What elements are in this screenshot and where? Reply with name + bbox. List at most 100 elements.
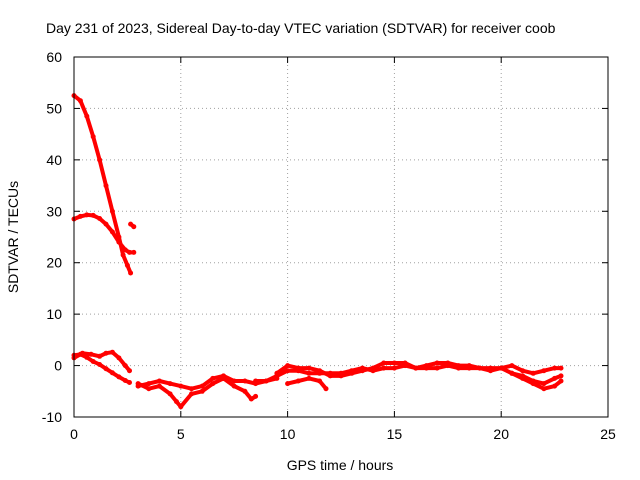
data-point (122, 247, 128, 253)
y-tick-label: 0 (54, 358, 62, 374)
data-point (90, 359, 96, 364)
data-point (156, 378, 162, 384)
data-point (231, 378, 237, 384)
data-point (109, 349, 115, 355)
data-point (109, 208, 115, 214)
data-point (558, 373, 564, 379)
data-point (77, 98, 83, 104)
data-point (178, 383, 184, 389)
data-point (242, 378, 248, 384)
data-point (146, 386, 152, 392)
data-point (167, 391, 173, 397)
data-point (77, 213, 83, 219)
data-point (520, 375, 526, 381)
data-point (445, 360, 451, 366)
data-point (84, 212, 90, 218)
data-point (552, 365, 558, 371)
x-tick-label: 0 (70, 426, 78, 442)
data-point (103, 221, 109, 227)
y-tick-label: 20 (46, 255, 62, 271)
data-point (84, 113, 90, 119)
data-point (381, 360, 387, 366)
y-tick-label: 10 (46, 306, 62, 322)
data-point (109, 370, 115, 376)
data-point (174, 399, 179, 405)
x-tick-label: 20 (493, 426, 509, 442)
x-tick-label: 15 (387, 426, 403, 442)
data-point (135, 383, 141, 389)
data-point (317, 378, 323, 384)
plot-frame (73, 56, 609, 418)
x-tick-label: 25 (600, 426, 616, 442)
data-point (221, 373, 226, 379)
data-point (189, 386, 194, 392)
y-tick-label: -10 (42, 409, 62, 425)
data-point (242, 388, 248, 394)
data-point (210, 381, 216, 387)
data-point (317, 368, 323, 374)
data-point (90, 212, 96, 218)
data-point (80, 350, 85, 356)
data-point (466, 363, 472, 369)
data-point (488, 365, 493, 371)
data-point (248, 396, 254, 402)
data-point (124, 262, 130, 268)
data-point (558, 378, 564, 384)
data-point (306, 365, 312, 371)
chart-title: Day 231 of 2023, Sidereal Day-to-day VTE… (46, 20, 556, 36)
data-point (509, 370, 515, 376)
data-point (128, 270, 134, 276)
data-point (541, 368, 547, 374)
data-point (434, 360, 440, 366)
data-point (498, 365, 504, 371)
data-point (103, 183, 109, 189)
data-point (530, 381, 536, 387)
data-series (71, 93, 564, 410)
data-point (178, 404, 184, 410)
data-point (231, 383, 237, 389)
data-point (253, 393, 259, 399)
data-point (90, 134, 96, 140)
data-point (306, 370, 312, 376)
data-point (520, 368, 526, 374)
data-point (349, 370, 355, 376)
data-point (88, 351, 94, 357)
data-point (274, 370, 280, 376)
data-point (156, 383, 162, 389)
data-point (552, 383, 558, 389)
data-point (127, 249, 132, 255)
data-point (189, 391, 194, 397)
series-track-d (72, 352, 132, 385)
data-point (402, 360, 408, 366)
data-point (359, 368, 365, 374)
data-point (97, 157, 103, 163)
data-point (338, 373, 344, 379)
data-point (109, 229, 115, 235)
data-point (253, 378, 259, 384)
data-point (97, 216, 103, 221)
data-point (295, 378, 301, 384)
data-point (323, 386, 329, 392)
y-axis-label: SDTVAR / TECUs (5, 181, 21, 293)
data-point (122, 378, 128, 383)
data-point (530, 370, 536, 376)
data-point (116, 374, 122, 380)
x-axis-label: GPS time / hours (287, 457, 394, 473)
data-point (116, 239, 122, 245)
y-tick-label: 60 (46, 49, 62, 65)
data-point (199, 388, 205, 394)
data-point (391, 360, 397, 366)
data-point (541, 381, 547, 387)
data-point (120, 252, 126, 258)
data-point (103, 350, 109, 356)
data-point (131, 224, 137, 230)
data-point (127, 380, 132, 385)
data-point (97, 353, 103, 359)
data-point (285, 363, 291, 369)
data-point (391, 365, 397, 371)
data-point (381, 365, 387, 371)
data-point (552, 375, 558, 381)
data-point (116, 355, 122, 361)
data-point (199, 383, 205, 389)
